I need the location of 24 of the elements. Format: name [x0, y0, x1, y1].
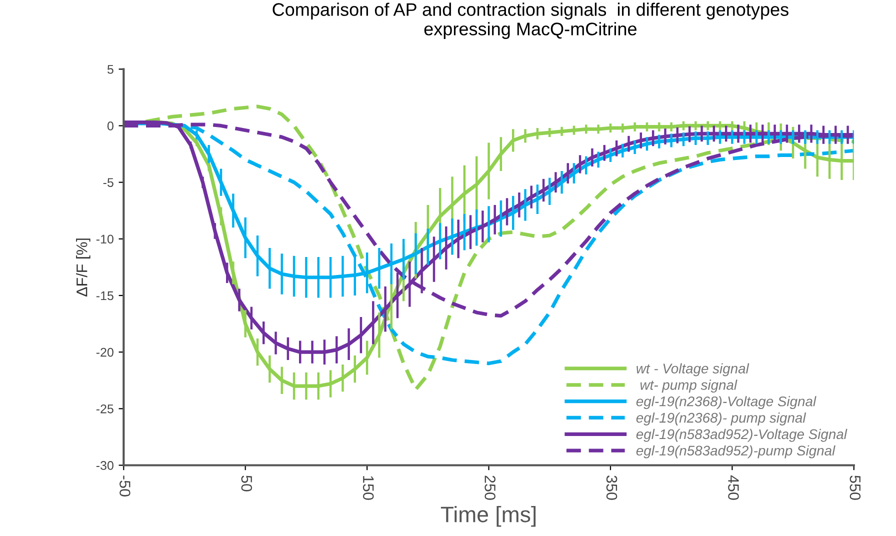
x-tick-label: -50	[120, 476, 130, 496]
x-tick-label: 250	[484, 476, 496, 500]
chart-title: Comparison of AP and contraction signals in different genotypes expressing MacQ-mCitrine	[272, 2, 788, 39]
legend-label: egl-19(n583ad952)-Voltage Signal	[636, 428, 848, 442]
y-tick-label: -10	[96, 234, 114, 244]
y-tick-label: -25	[96, 404, 114, 414]
y-tick-label: -15	[96, 291, 114, 300]
y-tick-label: 5	[107, 65, 114, 74]
x-axis-title: Time [ms]	[440, 506, 536, 527]
x-tick-label: 550	[850, 476, 861, 500]
y-tick-label: -30	[96, 461, 114, 470]
legend-label: wt - Voltage signal	[636, 363, 750, 376]
y-tick-label: 0	[107, 122, 114, 130]
legend-label: egl-19(n2368)- pump signal	[636, 412, 806, 426]
legend-label: wt- pump signal	[640, 380, 738, 393]
legend-label: egl-19(n2368)-Voltage Signal	[636, 396, 816, 410]
y-tick-label: -20	[96, 348, 114, 357]
x-tick-label: 350	[606, 476, 618, 500]
y-tick-label: -5	[103, 178, 114, 187]
x-tick-label: 450	[728, 475, 739, 500]
x-tick-label: 50	[241, 476, 252, 492]
legend-label: egl-19(n583ad952)-pump Signal	[636, 445, 836, 458]
x-tick-label: 150	[362, 476, 374, 500]
y-axis-title: ΔF/F [%]	[76, 238, 90, 296]
